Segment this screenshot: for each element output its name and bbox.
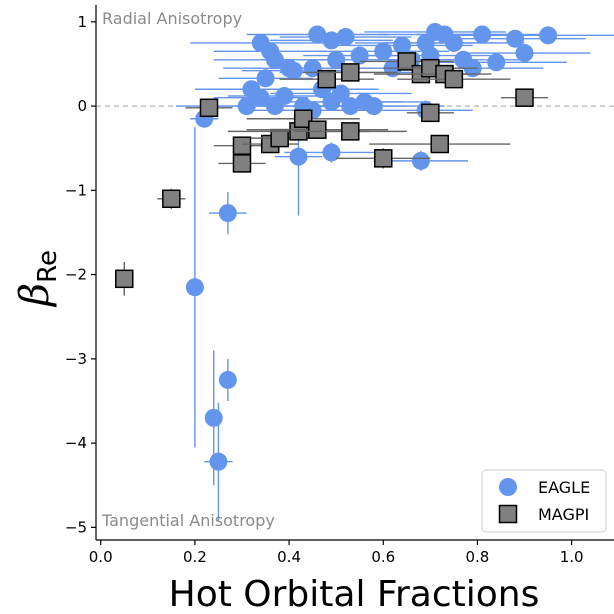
annotation-tangential-anisotropy: Tangential Anisotropy <box>101 511 275 530</box>
y-tick-label: −1 <box>65 181 87 199</box>
legend-label-eagle: EAGLE <box>538 478 590 497</box>
legend-marker-magpi <box>498 504 518 524</box>
magpi-point <box>317 69 336 89</box>
magpi-point <box>308 120 327 139</box>
eagle-point <box>218 204 237 223</box>
legend-label-magpi: MAGPI <box>538 505 589 524</box>
magpi-point <box>293 109 313 128</box>
legend-marker-eagle <box>499 478 517 496</box>
x-tick-label: 0.2 <box>183 548 207 566</box>
magpi-point <box>232 136 252 155</box>
x-tick-label: 1.0 <box>560 548 584 566</box>
y-axis-title: βRe <box>12 250 63 308</box>
magpi-point <box>115 269 134 289</box>
x-tick-label: 0.0 <box>89 548 113 566</box>
svg-text:βRe: βRe <box>12 250 63 308</box>
magpi-point <box>199 98 219 118</box>
y-tick-label: 0 <box>77 97 87 115</box>
eagle-point <box>393 36 412 55</box>
eagle-point <box>185 278 204 297</box>
magpi-point <box>515 88 534 107</box>
eagle-point <box>515 44 534 63</box>
magpi-point <box>270 128 289 148</box>
eagle-point <box>411 151 430 170</box>
magpi-point <box>430 134 450 154</box>
plot-area <box>96 22 614 521</box>
eagle-point <box>539 26 558 45</box>
y-tick-label: −5 <box>65 518 87 536</box>
eagle-point <box>209 452 228 471</box>
eagle-point <box>336 28 355 47</box>
y-tick-label: −4 <box>65 434 87 452</box>
eagle-point <box>473 25 492 44</box>
magpi-point <box>341 122 360 141</box>
y-tick-label: −2 <box>65 266 87 284</box>
magpi-point <box>444 69 464 89</box>
eagle-point <box>284 61 303 80</box>
series-eagle <box>176 22 614 521</box>
y-axis-title-symbol: β <box>12 283 58 308</box>
magpi-point <box>162 189 181 209</box>
eagle-point <box>256 69 275 88</box>
x-tick-label: 0.4 <box>277 548 301 566</box>
series-magpi <box>115 52 549 296</box>
x-axis-title: Hot Orbital Fractions <box>169 574 540 614</box>
annotation-radial-anisotropy: Radial Anisotropy <box>102 9 242 28</box>
y-tick-label: −3 <box>65 350 87 368</box>
eagle-point <box>204 408 223 427</box>
eagle-point <box>444 33 463 52</box>
axes: 0.0 0.2 0.4 0.6 0.8 1.0 1 0 −1 −2 −3 −4 −5 <box>65 5 614 566</box>
magpi-point <box>421 103 440 123</box>
eagle-point <box>275 86 294 105</box>
eagle-point <box>506 29 525 48</box>
eagle-point <box>487 53 506 72</box>
eagle-point <box>289 147 308 166</box>
y-axis-title-subscript: Re <box>33 250 63 283</box>
y-tick-label: 1 <box>77 13 87 31</box>
eagle-point <box>364 97 383 116</box>
eagle-point <box>308 25 327 44</box>
magpi-point <box>341 63 360 82</box>
eagle-point <box>218 370 237 389</box>
magpi-point <box>374 149 393 168</box>
magpi-point <box>397 52 417 71</box>
eagle-point <box>331 84 350 103</box>
magpi-point <box>232 154 252 173</box>
legend: EAGLE MAGPI <box>481 469 607 533</box>
eagle-point <box>322 143 341 162</box>
x-tick-label: 0.8 <box>466 548 490 566</box>
x-tick-label: 0.6 <box>371 548 395 566</box>
